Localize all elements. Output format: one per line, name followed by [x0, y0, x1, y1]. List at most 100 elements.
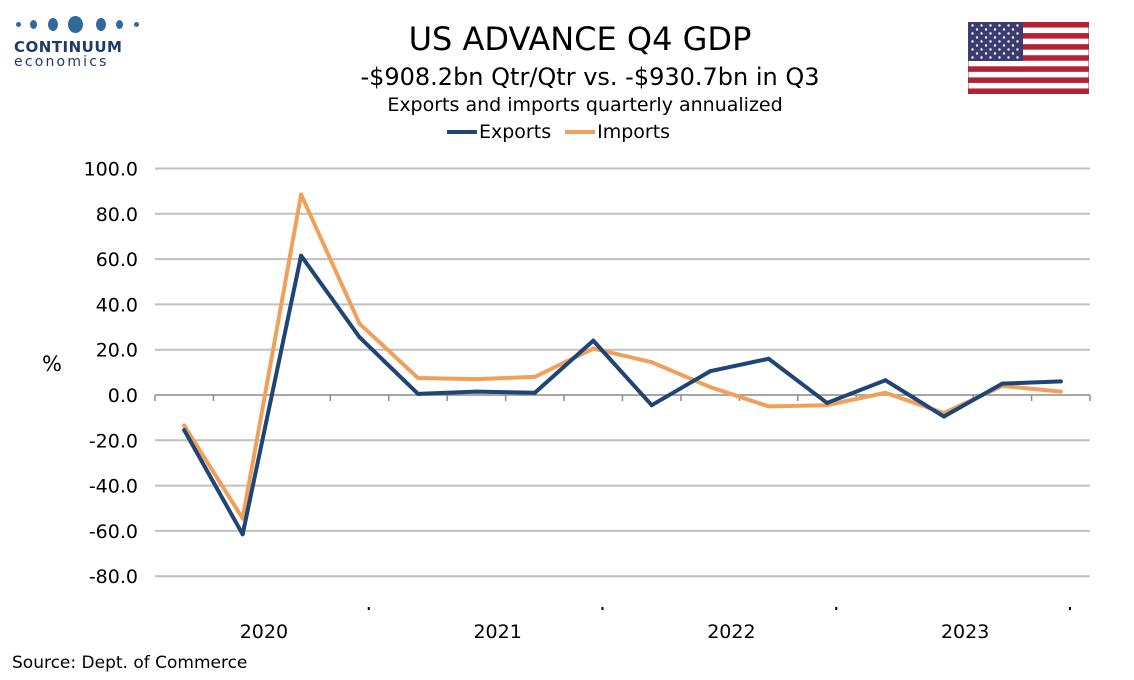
- flag-star: [971, 56, 974, 59]
- legend-item-imports: Imports: [565, 121, 670, 143]
- flag-stripe: [968, 66, 1089, 72]
- flag-star: [1002, 52, 1006, 55]
- flag-star: [1016, 32, 1019, 35]
- brand-sub: economics: [14, 54, 109, 70]
- data-point-exports: [649, 403, 654, 408]
- flag-star: [1007, 48, 1010, 51]
- data-point-exports: [240, 532, 245, 537]
- data-point-exports: [766, 356, 771, 361]
- brand-logo: CONTINUUM economics: [14, 14, 144, 70]
- y-tick-label: 60.0: [96, 249, 138, 271]
- us-flag-icon: [968, 22, 1089, 94]
- year-separator-mark: [601, 607, 604, 610]
- flag-star: [998, 32, 1001, 35]
- flag-stripe: [968, 88, 1089, 94]
- data-point-imports: [182, 423, 187, 428]
- data-point-exports: [182, 428, 187, 433]
- legend-label-imports: Imports: [597, 121, 671, 143]
- data-point-exports: [883, 378, 888, 383]
- flag-stripe: [968, 33, 1089, 39]
- flag-star: [993, 28, 997, 31]
- flag-star: [1007, 32, 1010, 35]
- x-tick-label: 2021: [473, 621, 521, 643]
- data-point-imports: [240, 516, 245, 521]
- flag-star: [989, 48, 992, 51]
- flag-star: [1011, 52, 1015, 55]
- y-tick-label: 0.0: [108, 385, 138, 407]
- data-point-exports: [532, 390, 537, 395]
- flag-star: [1011, 28, 1015, 31]
- data-point-imports: [299, 192, 304, 197]
- data-point-imports: [591, 346, 596, 351]
- flag-star: [980, 48, 983, 51]
- flag-star: [1016, 48, 1019, 51]
- data-point-exports: [825, 400, 830, 405]
- flag-star: [993, 52, 997, 55]
- legend-item-exports: Exports: [447, 121, 551, 143]
- flag-star: [1011, 44, 1015, 47]
- flag-star: [993, 36, 997, 39]
- chart-subtitle-secondary: Exports and imports quarterly annualized: [387, 94, 783, 116]
- flag-star: [980, 32, 983, 35]
- flag-star: [998, 48, 1001, 51]
- logo-dot: [116, 20, 123, 29]
- y-axis-label: %: [42, 352, 62, 376]
- flag-star: [998, 24, 1001, 27]
- data-point-imports: [415, 376, 420, 381]
- data-point-exports: [1000, 381, 1005, 386]
- logo-dot: [134, 22, 139, 27]
- flag-star: [984, 52, 988, 55]
- y-tick-label: 20.0: [96, 340, 138, 362]
- flag-stripe: [968, 55, 1089, 61]
- flag-star: [975, 52, 979, 55]
- flag-star: [980, 56, 983, 59]
- flag-star: [971, 48, 974, 51]
- flag-star: [989, 40, 992, 43]
- flag-star: [1016, 24, 1019, 27]
- logo-dot: [96, 18, 106, 31]
- flag-star: [971, 24, 974, 27]
- flag-star: [1007, 24, 1010, 27]
- data-point-exports: [591, 338, 596, 343]
- y-tick-label: -80.0: [89, 566, 138, 588]
- flag-star: [989, 56, 992, 59]
- data-point-imports: [766, 404, 771, 409]
- series-line-exports: [182, 253, 1063, 537]
- flag-star: [1016, 40, 1019, 43]
- y-tick-label: 80.0: [96, 204, 138, 226]
- source-note: Source: Dept. of Commerce: [12, 653, 248, 673]
- flag-star: [1016, 56, 1019, 59]
- y-tick-label: -20.0: [89, 430, 138, 452]
- logo-dot: [30, 20, 37, 29]
- y-tick-label: 40.0: [96, 294, 138, 316]
- year-separator-mark: [835, 607, 838, 610]
- chart-legend: Exports Imports: [447, 120, 684, 144]
- data-point-imports: [357, 321, 362, 326]
- flag-star: [993, 44, 997, 47]
- flag-star: [975, 28, 979, 31]
- flag-star: [1007, 56, 1010, 59]
- legend-swatch-imports: [565, 130, 596, 134]
- x-tick-label: 2022: [707, 621, 755, 643]
- data-point-exports: [941, 414, 946, 419]
- year-separator-mark: [367, 607, 370, 610]
- flag-stripe: [968, 22, 1089, 28]
- flag-star: [989, 24, 992, 27]
- flag-star: [1007, 40, 1010, 43]
- logo-dot: [16, 22, 21, 27]
- y-tick-label: -40.0: [89, 476, 138, 498]
- data-point-exports: [357, 335, 362, 340]
- data-point-imports: [708, 385, 713, 390]
- flag-star: [998, 40, 1001, 43]
- flag-star: [1002, 28, 1006, 31]
- year-separator-mark: [1069, 607, 1071, 610]
- flag-star: [975, 36, 979, 39]
- data-point-exports: [1058, 379, 1063, 384]
- flag-star: [1002, 44, 1006, 47]
- y-tick-label: 100.0: [84, 159, 138, 181]
- data-point-exports: [474, 389, 479, 394]
- legend-swatch-exports: [447, 130, 477, 134]
- data-point-exports: [299, 253, 304, 258]
- chart-subtitle: -$908.2bn Qtr/Qtr vs. -$930.7bn in Q3: [360, 63, 820, 91]
